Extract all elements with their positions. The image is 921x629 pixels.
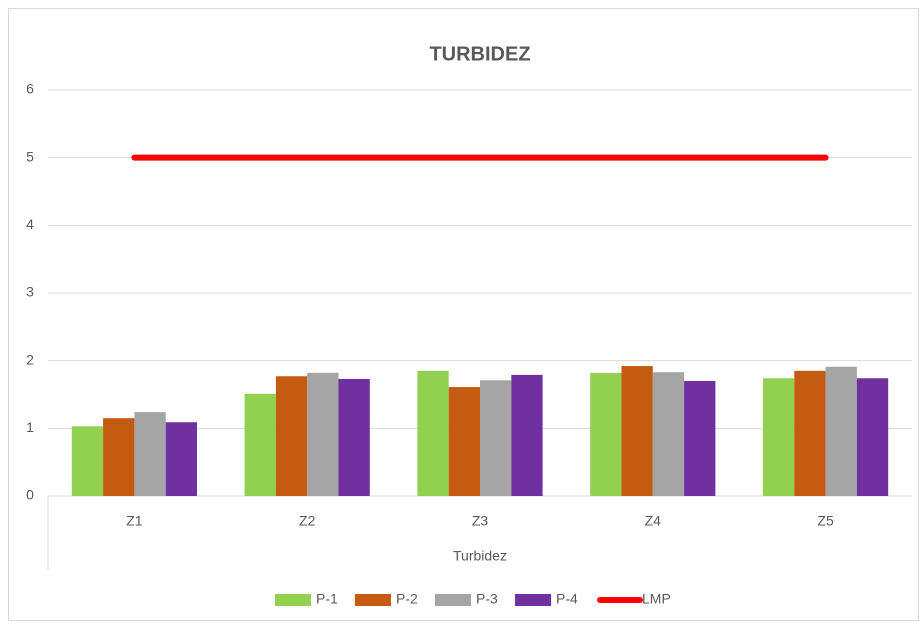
bar bbox=[763, 378, 795, 496]
legend-label: P-1 bbox=[316, 591, 338, 607]
bar bbox=[621, 366, 653, 496]
x-tick-label: Z2 bbox=[299, 513, 316, 529]
x-axis-label: Turbidez bbox=[453, 548, 507, 564]
legend-swatch bbox=[515, 594, 551, 606]
x-tick-label: Z1 bbox=[126, 513, 143, 529]
bar bbox=[103, 418, 135, 496]
x-tick-label: Z4 bbox=[645, 513, 662, 529]
legend-label: LMP bbox=[642, 591, 671, 607]
chart-border bbox=[8, 8, 919, 621]
bar bbox=[590, 372, 622, 496]
legend-label: P-2 bbox=[396, 591, 418, 607]
y-tick-label: 2 bbox=[26, 351, 34, 367]
bar bbox=[684, 380, 716, 496]
chart-title: TURBIDEZ bbox=[429, 43, 530, 65]
y-tick-label: 5 bbox=[26, 148, 34, 164]
x-tick-label: Z5 bbox=[817, 513, 834, 529]
bar bbox=[856, 378, 889, 496]
bar bbox=[134, 412, 166, 496]
legend-swatch bbox=[275, 594, 311, 606]
x-tick-label: Z3 bbox=[472, 513, 489, 529]
y-tick-label: 0 bbox=[26, 487, 34, 503]
bar bbox=[448, 387, 480, 496]
bar bbox=[244, 393, 276, 496]
bar bbox=[794, 370, 826, 496]
bar bbox=[825, 366, 857, 496]
bar bbox=[511, 374, 543, 496]
bar bbox=[71, 426, 104, 496]
bar bbox=[338, 378, 370, 496]
y-tick-label: 3 bbox=[26, 284, 34, 300]
bar bbox=[307, 372, 339, 496]
legend-label: P-4 bbox=[556, 591, 578, 607]
bar bbox=[652, 372, 685, 496]
y-tick-label: 1 bbox=[26, 419, 34, 435]
legend-label: P-3 bbox=[476, 591, 498, 607]
legend-swatch bbox=[355, 594, 391, 606]
bar bbox=[480, 380, 512, 496]
bar bbox=[275, 376, 308, 496]
legend-swatch bbox=[435, 594, 471, 606]
bar bbox=[165, 422, 197, 496]
bar bbox=[417, 370, 449, 496]
y-tick-label: 6 bbox=[26, 81, 34, 97]
y-tick-label: 4 bbox=[26, 216, 34, 232]
